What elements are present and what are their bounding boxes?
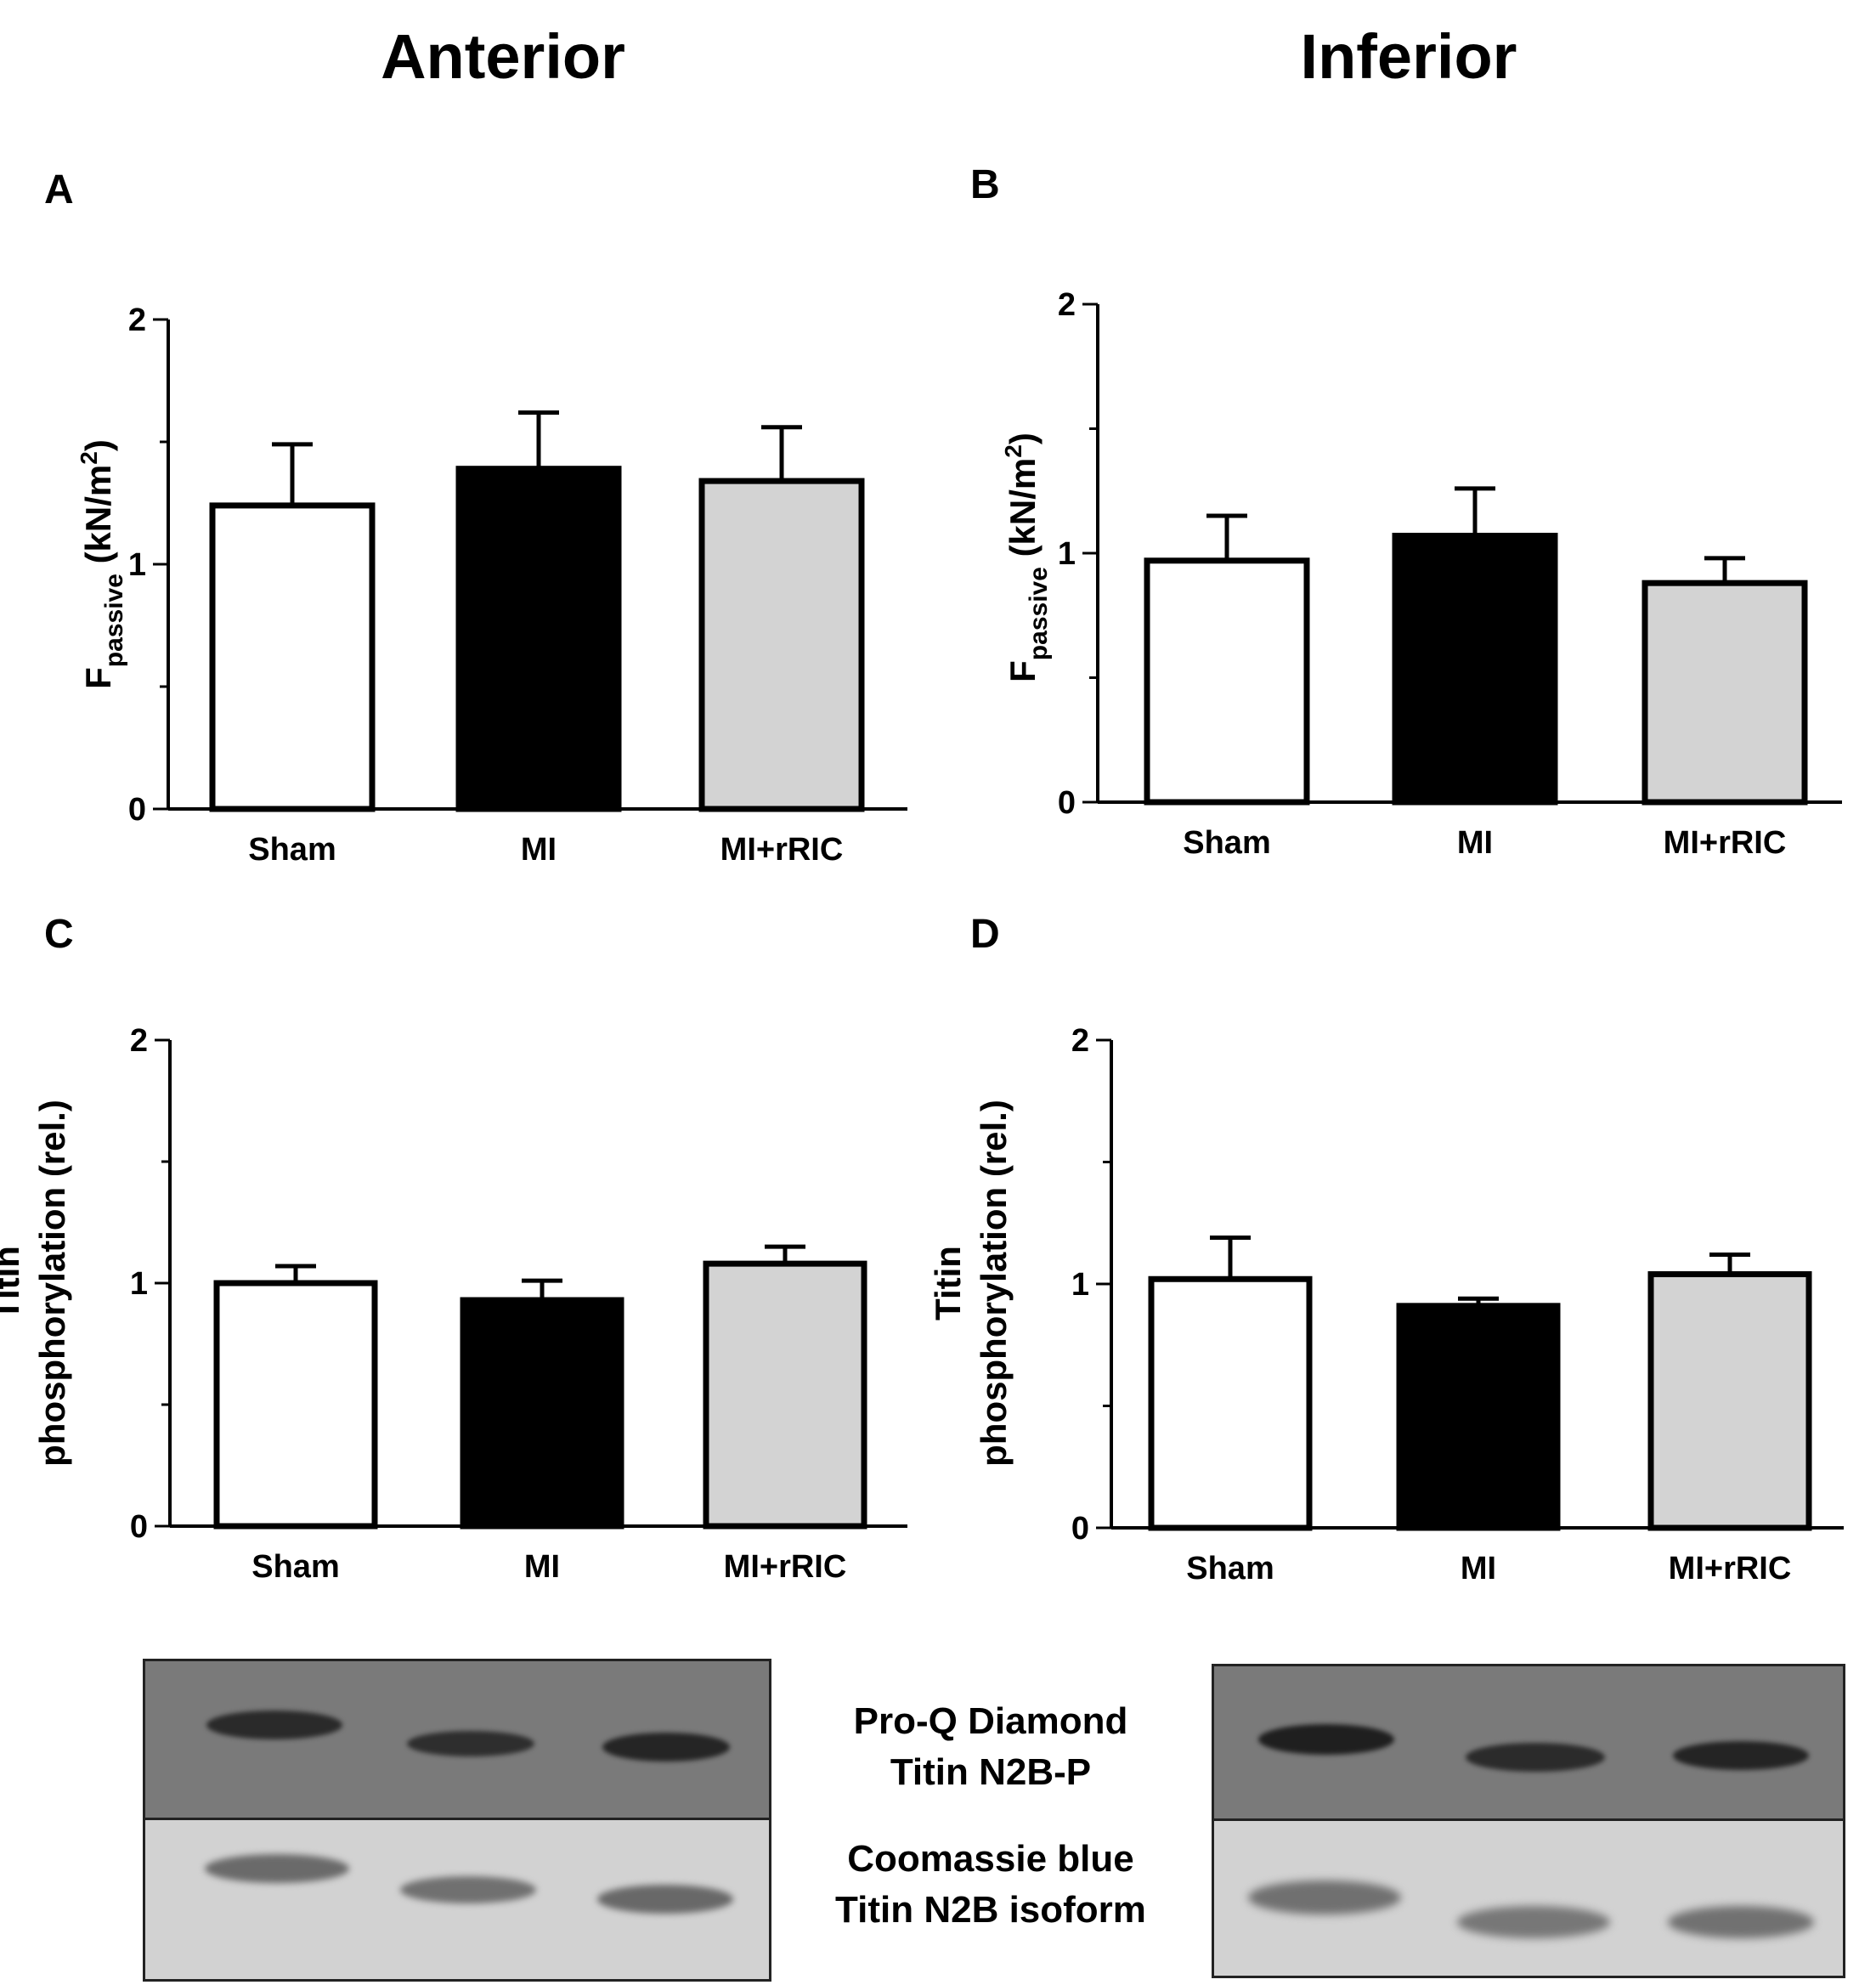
y-tick-label-c: 1 xyxy=(130,1266,148,1302)
bar-a-mi xyxy=(455,466,622,812)
column-title-inferior: Inferior xyxy=(1300,21,1517,92)
bar-a-sham xyxy=(209,502,376,812)
x-tick-label-d-1: MI xyxy=(1461,1551,1496,1586)
bar-charts: Sham MI MI+rRIC 0 1 2 Fpassive (kN/m2) Sham MI MI… xyxy=(0,287,1844,1586)
y-axis-label-a: Fpassive (kN/m2) xyxy=(76,439,128,689)
x-tick-label-a-0: Sham xyxy=(248,832,336,868)
y-tick-label-a: 1 xyxy=(128,547,146,583)
bar-a-mirric xyxy=(698,478,865,812)
bar-b-mi xyxy=(1392,532,1558,806)
chart-d: Sham MI MI+rRIC 0 1 2 Titin phosphorylation (re… xyxy=(928,1023,1844,1586)
column-title-anterior: Anterior xyxy=(381,21,625,92)
chart-b: Sham MI MI+rRIC 0 1 2 Fpassive (kN/m2) xyxy=(1000,287,1842,861)
blot-image-anterior xyxy=(143,1659,771,1982)
y-axis-label-line2-c: phosphorylation (rel.) xyxy=(32,1100,72,1467)
bar-c-mirric xyxy=(703,1260,867,1530)
y-tick-label-c: 2 xyxy=(130,1023,148,1059)
x-tick-label-a-2: MI+rRIC xyxy=(720,832,844,868)
blot-row-proq-anterior xyxy=(145,1661,769,1820)
x-tick-label-d-2: MI+rRIC xyxy=(1669,1551,1792,1586)
x-tick-label-b-1: MI xyxy=(1457,825,1493,861)
panel-letter-b: B xyxy=(970,162,1000,207)
x-tick-label-d-0: Sham xyxy=(1186,1551,1274,1586)
y-tick-label-b: 2 xyxy=(1058,287,1076,323)
bar-d-mirric xyxy=(1647,1271,1812,1531)
panel-letter-a: A xyxy=(44,167,74,212)
blot-row-coomassie-inferior xyxy=(1214,1821,1843,1976)
blot-row-proq-inferior xyxy=(1214,1666,1843,1821)
y-tick-label-d: 2 xyxy=(1071,1023,1089,1059)
bar-c-mi xyxy=(460,1297,624,1530)
chart-c: Sham MI MI+rRIC 0 1 2 Titin phosphorylation (re… xyxy=(0,1023,907,1585)
blot-label-coomassie-line1: Coomassie blue xyxy=(847,1838,1134,1880)
blot-label-proq-line1: Pro-Q Diamond xyxy=(853,1700,1128,1742)
bar-b-mirric xyxy=(1642,580,1808,806)
blot-label-coomassie: Coomassie blue Titin N2B isoform xyxy=(770,1834,1212,1936)
y-tick-label-a: 2 xyxy=(128,303,146,338)
blot-label-coomassie-line2: Titin N2B isoform xyxy=(835,1889,1146,1931)
blot-label-proq: Pro-Q Diamond Titin N2B-P xyxy=(770,1696,1212,1798)
y-tick-label-c: 0 xyxy=(130,1509,148,1545)
bar-c-sham xyxy=(213,1280,378,1530)
y-tick-label-d: 0 xyxy=(1071,1511,1089,1547)
x-tick-label-b-2: MI+rRIC xyxy=(1664,825,1787,861)
y-tick-label-b: 1 xyxy=(1058,536,1076,572)
blot-row-coomassie-anterior xyxy=(145,1820,769,1979)
x-tick-label-c-0: Sham xyxy=(251,1549,339,1585)
y-axis-label-line2-d: phosphorylation (rel.) xyxy=(974,1100,1014,1467)
bar-d-sham xyxy=(1148,1275,1313,1531)
bar-d-mi xyxy=(1396,1303,1561,1531)
x-tick-label-b-0: Sham xyxy=(1183,825,1270,861)
x-tick-label-c-2: MI+rRIC xyxy=(724,1549,847,1585)
y-axis-label-line1-d: Titin xyxy=(928,1246,968,1321)
y-tick-label-b: 0 xyxy=(1058,785,1076,821)
panel-letter-c: C xyxy=(44,912,74,957)
y-tick-label-a: 0 xyxy=(128,792,146,828)
blot-label-proq-line2: Titin N2B-P xyxy=(890,1751,1092,1793)
y-axis-label-b: Fpassive (kN/m2) xyxy=(1000,433,1053,682)
x-tick-label-a-1: MI xyxy=(521,832,557,868)
bar-b-sham xyxy=(1144,557,1310,806)
panel-letter-d: D xyxy=(970,912,1000,957)
x-tick-label-c-1: MI xyxy=(524,1549,560,1585)
chart-a: Sham MI MI+rRIC 0 1 2 Fpassive (kN/m2) xyxy=(76,303,907,868)
y-tick-label-d: 1 xyxy=(1071,1267,1089,1303)
y-axis-label-line1-c: Titin xyxy=(0,1246,26,1321)
blot-image-inferior xyxy=(1212,1664,1845,1978)
